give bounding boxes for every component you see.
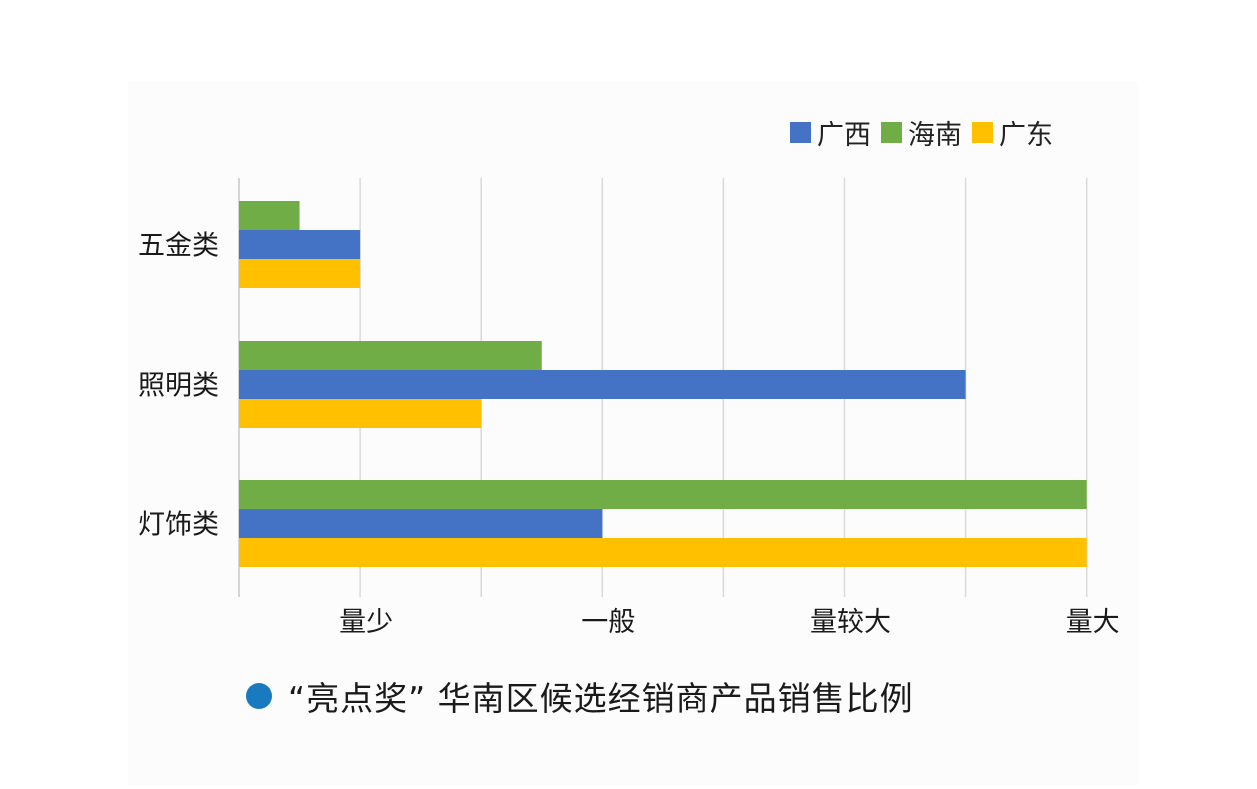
bar-0-0 xyxy=(239,201,300,230)
category-label: 灯饰类 xyxy=(138,510,219,541)
bars xyxy=(239,201,1087,567)
x-tick-label: 量少 xyxy=(339,607,393,638)
bar-0-1 xyxy=(239,230,361,259)
legend-label-hainan: 海南 xyxy=(908,120,962,151)
caption-bullet-icon xyxy=(246,683,272,709)
caption-text: “亮点奖” 华南区候选经销商产品销售比例 xyxy=(288,679,914,718)
bar-1-0 xyxy=(239,341,542,370)
legend-item-hainan: 海南 xyxy=(881,113,962,152)
x-tick-label: 量较大 xyxy=(810,607,891,638)
chart-panel xyxy=(128,82,1138,785)
legend-swatch-guangdong xyxy=(972,122,993,143)
category-label: 五金类 xyxy=(138,231,219,262)
bar-1-2 xyxy=(239,399,482,428)
legend-item-guangxi: 广西 xyxy=(790,113,871,152)
x-tick-label: 量大 xyxy=(1066,607,1120,638)
bar-1-1 xyxy=(239,370,966,399)
chart-caption: “亮点奖” 华南区候选经销商产品销售比例 xyxy=(246,672,914,720)
legend-label-guangdong: 广东 xyxy=(999,120,1053,151)
x-tick-label: 一般 xyxy=(581,607,635,638)
bar-2-0 xyxy=(239,480,1087,509)
bar-2-2 xyxy=(239,538,1087,567)
bar-0-2 xyxy=(239,259,361,288)
bar-2-1 xyxy=(239,509,603,538)
legend-swatch-guangxi xyxy=(790,122,811,143)
legend-swatch-hainan xyxy=(881,122,902,143)
legend-item-guangdong: 广东 xyxy=(972,113,1053,152)
legend-label-guangxi: 广西 xyxy=(817,120,871,151)
category-label: 照明类 xyxy=(138,371,219,402)
legend: 广西 海南 广东 xyxy=(790,113,1063,152)
